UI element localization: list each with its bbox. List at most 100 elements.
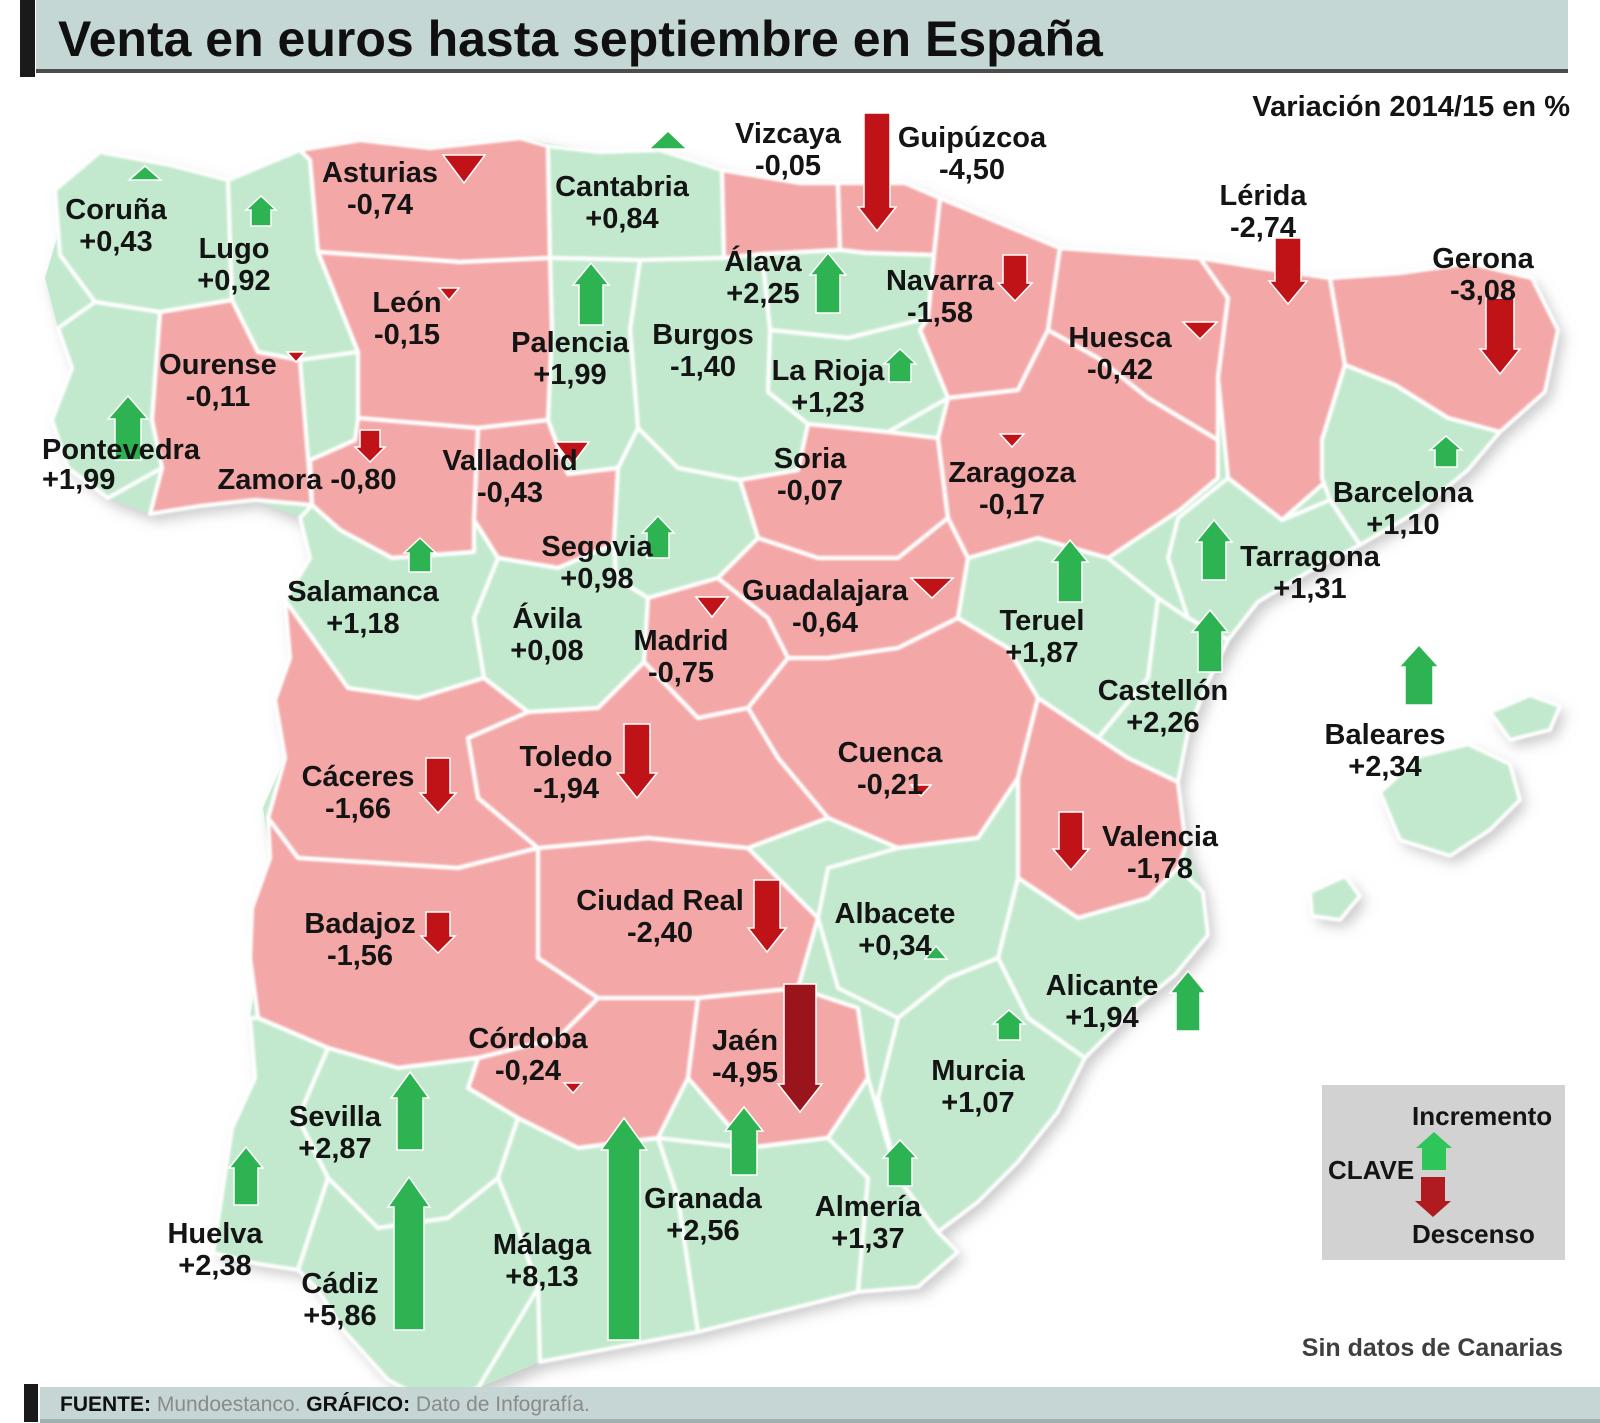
svg-text:Valencia: Valencia [1102,821,1219,853]
svg-text:+1,99: +1,99 [533,359,606,391]
svg-text:Variación 2014/15 en %: Variación 2014/15 en % [1252,91,1570,123]
svg-text:León: León [372,287,441,319]
svg-text:+0,34: +0,34 [858,930,931,962]
svg-text:Jaén: Jaén [712,1025,778,1057]
svg-text:-0,17: -0,17 [979,489,1045,521]
svg-text:Navarra: Navarra [886,265,995,297]
svg-text:+1,31: +1,31 [1273,573,1346,605]
svg-text:Cádiz: Cádiz [301,1268,378,1300]
svg-text:Sevilla: Sevilla [289,1101,382,1133]
svg-text:+1,37: +1,37 [831,1223,904,1255]
svg-text:+1,10: +1,10 [1366,509,1439,541]
svg-text:-0,64: -0,64 [792,607,858,639]
svg-text:-4,95: -4,95 [712,1057,778,1089]
svg-text:Salamanca: Salamanca [287,576,439,608]
svg-text:+1,23: +1,23 [791,387,864,419]
svg-text:-1,78: -1,78 [1127,853,1193,885]
svg-text:Huesca: Huesca [1068,322,1172,354]
svg-text:Lérida: Lérida [1219,180,1307,212]
svg-text:Teruel: Teruel [1000,605,1085,637]
svg-text:Ourense: Ourense [159,349,277,381]
svg-text:+1,18: +1,18 [326,608,399,640]
svg-text:Pontevedra: Pontevedra [42,434,201,466]
svg-text:Valladolid: Valladolid [442,445,577,477]
svg-text:-0,15: -0,15 [374,319,440,351]
svg-text:+0,92: +0,92 [197,265,270,297]
svg-text:+2,34: +2,34 [1348,751,1421,783]
svg-text:Badajoz: Badajoz [304,908,415,940]
svg-text:-0,07: -0,07 [777,475,843,507]
svg-text:Cáceres: Cáceres [302,761,415,793]
svg-text:-0,74: -0,74 [347,189,413,221]
svg-text:-2,74: -2,74 [1230,212,1296,244]
svg-text:+2,56: +2,56 [666,1215,739,1247]
svg-text:Málaga: Málaga [493,1229,592,1261]
svg-text:Descenso: Descenso [1412,1219,1535,1249]
svg-text:+2,25: +2,25 [726,278,799,310]
svg-text:Vizcaya: Vizcaya [735,118,842,150]
svg-text:+8,13: +8,13 [505,1261,578,1293]
svg-text:CLAVE: CLAVE [1328,1155,1414,1185]
svg-text:-0,05: -0,05 [755,150,821,182]
svg-text:-2,40: -2,40 [627,917,693,949]
svg-text:-0,75: -0,75 [648,657,714,689]
svg-text:Coruña: Coruña [65,194,167,226]
svg-text:Almería: Almería [815,1191,922,1223]
svg-text:+1,94: +1,94 [1065,1002,1138,1034]
svg-text:Lugo: Lugo [199,233,270,265]
svg-text:Castellón: Castellón [1098,675,1229,707]
svg-text:FUENTE: Mundoestanco. GRÁFICO:: FUENTE: Mundoestanco. GRÁFICO: Dato de I… [60,1393,590,1416]
svg-text:+0,43: +0,43 [79,226,152,258]
svg-text:-1,56: -1,56 [327,940,393,972]
svg-text:-0,21: -0,21 [857,769,923,801]
svg-text:-1,94: -1,94 [533,773,599,805]
svg-text:+1,99: +1,99 [42,464,115,496]
svg-text:+0,98: +0,98 [560,563,633,595]
svg-text:-0,11: -0,11 [186,381,251,413]
svg-text:-0,43: -0,43 [477,477,543,509]
svg-text:Venta en euros hasta septiembr: Venta en euros hasta septiembre en Españ… [58,11,1104,67]
svg-text:Córdoba: Córdoba [468,1023,588,1055]
svg-text:Sin datos de Canarias: Sin datos de Canarias [1302,1334,1563,1362]
svg-text:-4,50: -4,50 [939,154,1005,186]
svg-text:Huelva: Huelva [167,1218,263,1250]
svg-text:Barcelona: Barcelona [1333,477,1474,509]
svg-text:+0,08: +0,08 [510,635,583,667]
svg-text:Guipúzcoa: Guipúzcoa [898,122,1047,154]
svg-text:Burgos: Burgos [652,319,754,351]
svg-text:Ciudad Real: Ciudad Real [576,885,744,917]
svg-text:Zaragoza: Zaragoza [948,457,1076,489]
svg-text:Murcia: Murcia [931,1055,1025,1087]
svg-text:La Rioja: La Rioja [772,355,886,387]
svg-text:Toledo: Toledo [520,741,613,773]
svg-text:+2,26: +2,26 [1126,707,1199,739]
svg-text:Incremento: Incremento [1412,1101,1552,1131]
svg-text:Albacete: Albacete [835,898,956,930]
svg-text:-1,58: -1,58 [907,297,973,329]
svg-text:+5,86: +5,86 [303,1300,376,1332]
svg-text:+2,38: +2,38 [178,1250,251,1282]
svg-text:Alicante: Alicante [1046,970,1159,1002]
svg-text:Guadalajara: Guadalajara [742,575,909,607]
svg-text:Tarragona: Tarragona [1240,541,1381,573]
svg-text:+1,07: +1,07 [941,1087,1014,1119]
svg-text:+1,87: +1,87 [1005,637,1078,669]
svg-text:Granada: Granada [644,1183,763,1215]
svg-text:Madrid: Madrid [633,625,728,657]
svg-text:-0,24: -0,24 [495,1055,561,1087]
svg-text:-3,08: -3,08 [1450,275,1516,307]
svg-text:Álava: Álava [724,244,802,278]
svg-text:+2,87: +2,87 [298,1133,371,1165]
svg-text:Zamora -0,80: Zamora -0,80 [218,464,397,496]
svg-text:-1,40: -1,40 [670,351,736,383]
svg-text:Asturias: Asturias [322,157,438,189]
svg-text:-0,42: -0,42 [1087,354,1153,386]
svg-text:+0,84: +0,84 [585,203,658,235]
svg-text:Palencia: Palencia [511,327,630,359]
svg-text:Baleares: Baleares [1325,719,1446,751]
svg-text:Ávila: Ávila [512,601,582,635]
svg-text:Segovia: Segovia [541,531,653,563]
svg-text:Soria: Soria [774,443,847,475]
svg-text:Gerona: Gerona [1432,243,1534,275]
svg-text:-1,66: -1,66 [325,793,391,825]
